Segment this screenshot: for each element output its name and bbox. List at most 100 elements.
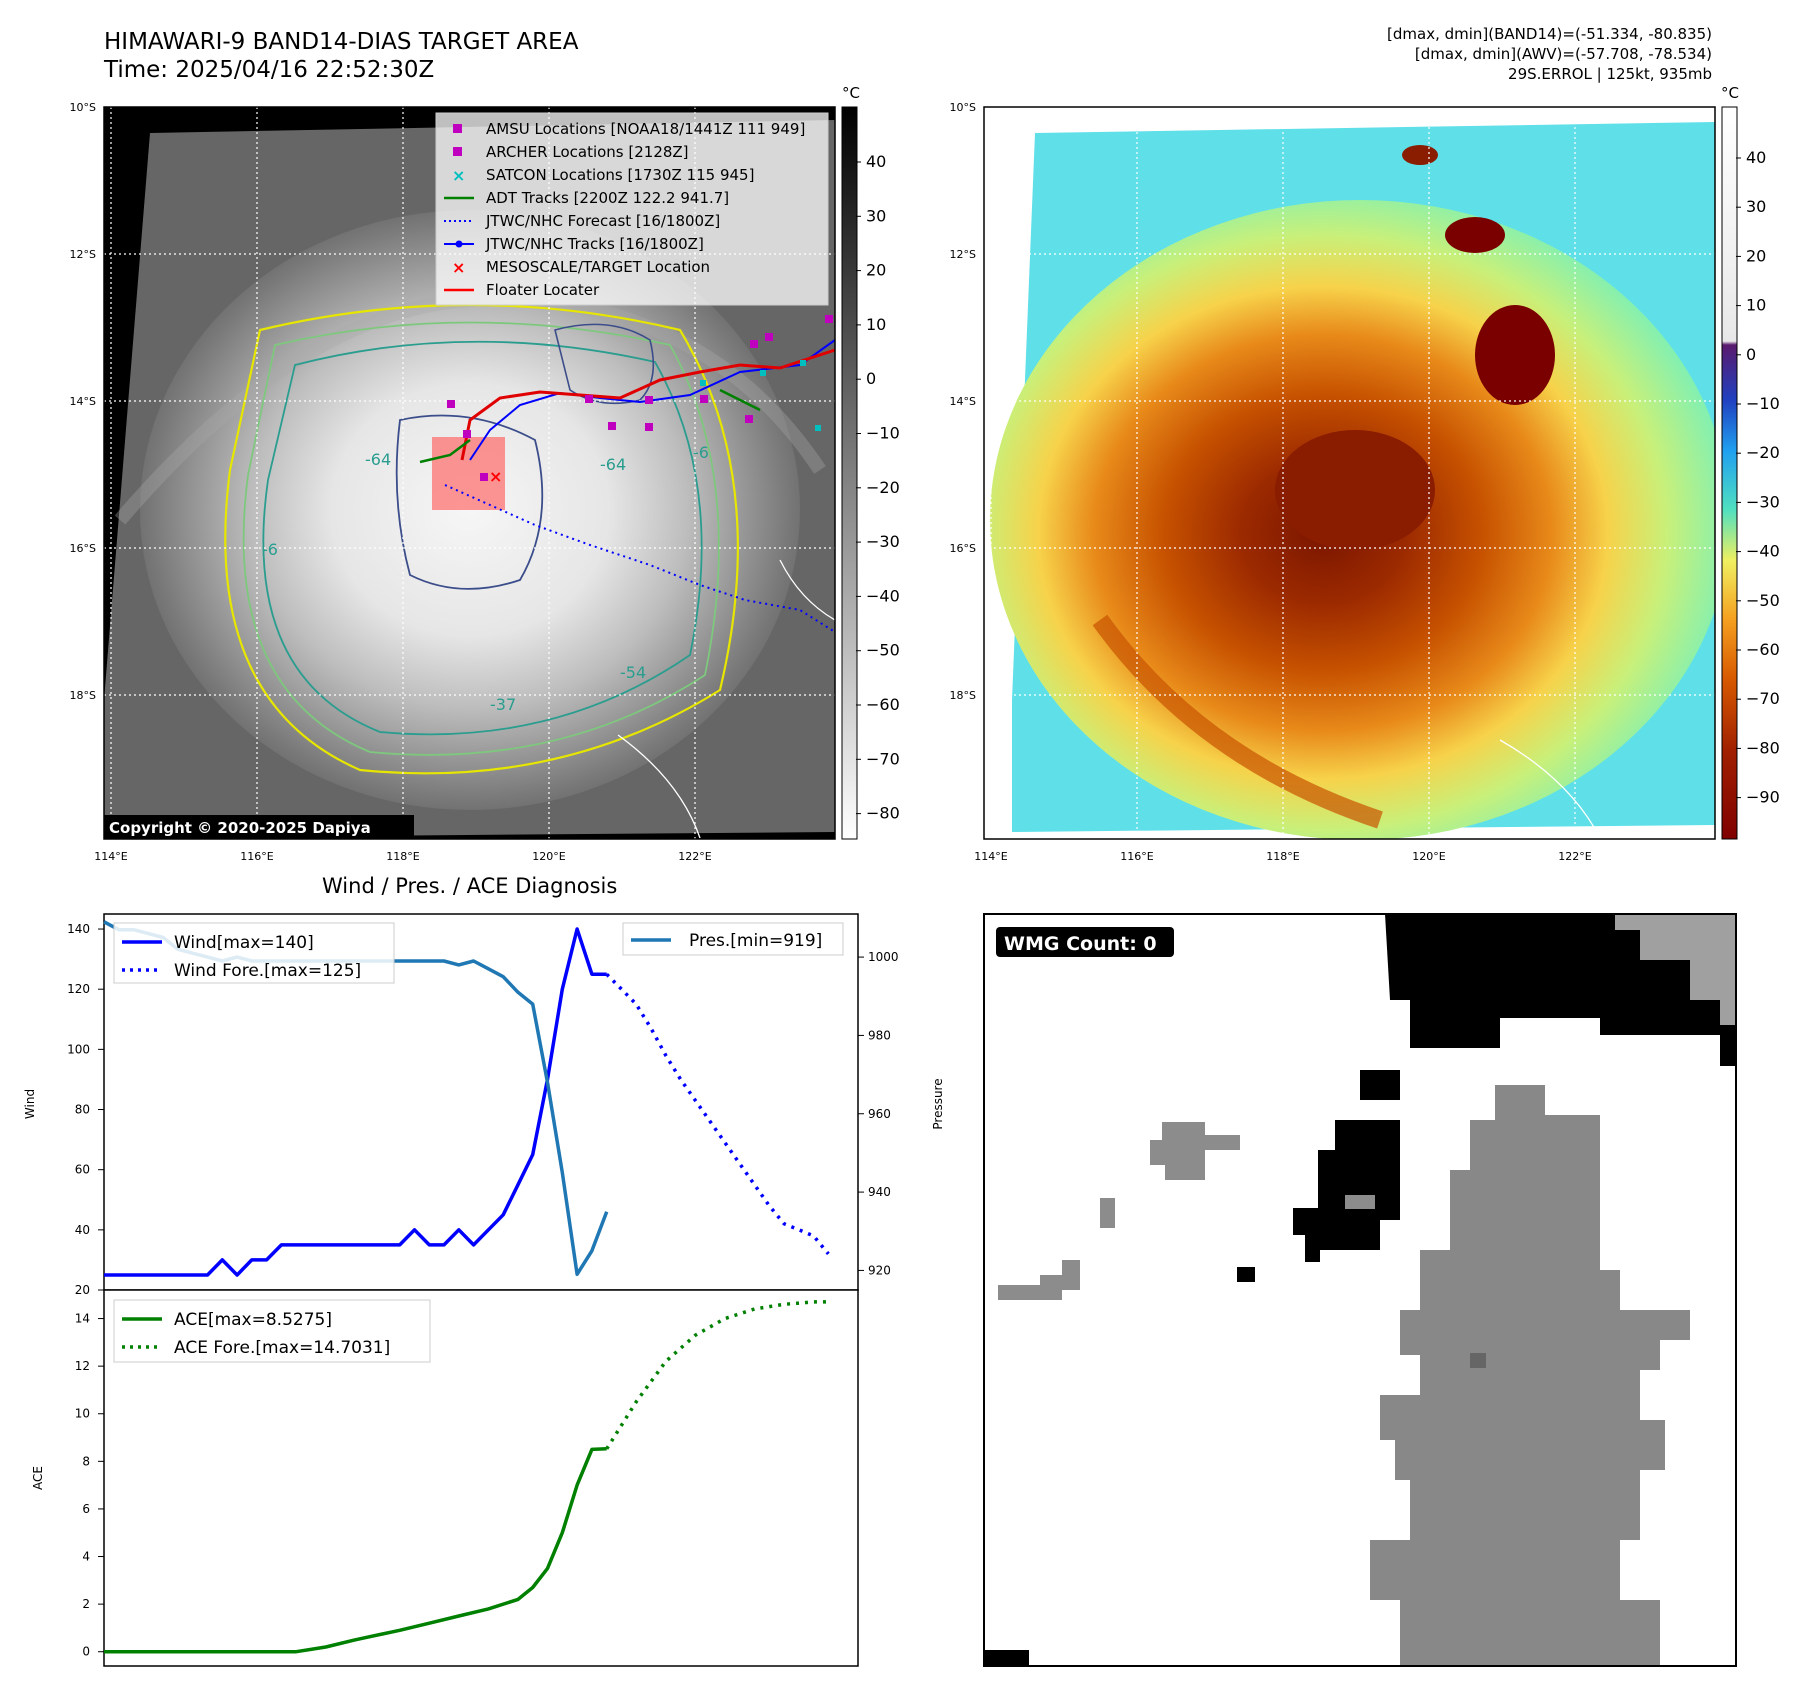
copyright-box	[104, 815, 414, 839]
storm-info: [dmax, dmin](BAND14)=(-51.334, -80.835) …	[1387, 24, 1712, 84]
amsu-location-mark	[608, 422, 616, 430]
colorbar-right: °C 40 30 20 10 0 −10 −20 −30 −40 −50 −60 −70 −80 −90	[1721, 84, 1780, 840]
pressure-y-ticks: 920 940 960 980 1000	[858, 950, 899, 1277]
map-legend-entries: AMSU Locations [NOAA18/1441Z 111 949] ARC…	[444, 120, 805, 299]
colorbar-left-ticks: 40 30 20 10 0 −10 −20 −30 −40 −50 −60 −70 −80	[856, 152, 900, 823]
color-map-panel: 10°S 12°S 14°S 16°S 18°S 114°E 116°E 118°E 120°…	[950, 101, 1716, 863]
y-tick-label: 4	[82, 1550, 90, 1564]
lon-labels-left: 114°E 116°E 118°E 120°E 122°E	[94, 850, 711, 863]
series-line-wind-fore-	[605, 972, 830, 1256]
y-tick-label: 40	[75, 1223, 90, 1237]
lat-label: 16°S	[950, 542, 976, 555]
wmg-count-label: WMG Count: 0	[1004, 933, 1157, 955]
pressure-ylabel: Pressure	[931, 1078, 945, 1129]
wmg-count-box	[996, 927, 1174, 957]
y-tick-label: 100	[67, 1042, 90, 1056]
y-tick-label: 980	[868, 1028, 891, 1042]
contour-labels: -64 -64 -54 -37 -6 -6	[262, 443, 709, 714]
colorbar-tick-label: −10	[866, 424, 900, 443]
colorbar-tick-label: 20	[866, 261, 886, 280]
colorbar-tick-label: −30	[866, 532, 900, 551]
y-tick-label: 20	[75, 1283, 90, 1297]
copyright-text: Copyright © 2020-2025 Dapiya	[109, 819, 371, 837]
legend-entry-label: JTWC/NHC Forecast [16/1800Z]	[485, 212, 720, 230]
contour-label: -64	[600, 455, 626, 474]
wmg-gray-region-small	[998, 1260, 1080, 1300]
legend-entry-label: ADT Tracks [2200Z 122.2 941.7]	[486, 189, 729, 207]
adt-track-1	[419, 439, 471, 464]
wind-y-ticks: 20 40 60 80 100 120 140	[67, 922, 104, 1297]
contour-label: -6	[262, 540, 278, 559]
colorbar-tick-label: −60	[1746, 640, 1780, 659]
colorbar-tick-label: 20	[1746, 246, 1766, 265]
colorbar-tick-label: −80	[1746, 738, 1780, 757]
floater-locater-track	[460, 348, 836, 461]
target-x-mark: ×	[489, 467, 502, 486]
legend-square-marker	[453, 147, 462, 156]
amsu-location-mark	[825, 315, 833, 323]
lat-label: 16°S	[70, 542, 96, 555]
acefore-legend-label: ACE Fore.[max=14.7031]	[174, 1338, 390, 1358]
lat-label: 10°S	[70, 101, 96, 114]
wmg-darkgray-dot	[1470, 1353, 1486, 1368]
lat-label: 14°S	[70, 395, 96, 408]
lon-label: 122°E	[678, 850, 711, 863]
contour-lightgreen	[242, 321, 720, 756]
legend-x-marker: ×	[452, 166, 465, 185]
cold-cloud-3	[1402, 145, 1438, 165]
contour-label: -37	[490, 695, 516, 714]
lon-label: 120°E	[532, 850, 565, 863]
lon-label: 114°E	[974, 850, 1007, 863]
y-tick-label: 960	[868, 1107, 891, 1121]
contour-label: -64	[365, 450, 391, 469]
wmg-frame	[983, 913, 1737, 1667]
amsu-location-mark	[645, 396, 653, 404]
y-tick-label: 80	[75, 1103, 90, 1117]
ir-map-panel: × -64 -64-54-37-6-6 10°S12°S14°S16°S18°S …	[70, 101, 836, 863]
ace-y-ticks: 0 2 4 6 8 10 12 14	[75, 1312, 104, 1659]
amsu-location-mark	[480, 473, 488, 481]
contour-navy-2	[554, 323, 655, 405]
lat-labels-left: 10°S 12°S 14°S 16°S 18°S	[70, 101, 96, 702]
title-line-2: Time: 2025/04/16 22:52:30Z	[104, 57, 435, 83]
colorbar-tick-label: 0	[866, 369, 876, 388]
adt-track-2	[719, 388, 761, 412]
y-tick-label: 120	[67, 982, 90, 996]
legend-entry-label: Floater Locater	[486, 281, 600, 299]
y-tick-label: 12	[75, 1359, 90, 1373]
coastline-3	[1499, 739, 1601, 839]
wind-pressure-chart: 20 40 60 80 100 120 140 920 940 960 980 1000 Wind …	[23, 913, 945, 1297]
lon-label: 114°E	[94, 850, 127, 863]
series-line-ace-fore-	[605, 1300, 829, 1450]
amsu-marks	[447, 315, 833, 481]
colorbar-tick-label: 40	[1746, 148, 1766, 167]
wmg-black-dot	[1237, 1267, 1255, 1282]
amsu-location-mark	[750, 340, 758, 348]
lon-label: 116°E	[240, 850, 273, 863]
colorbar-left-unit: °C	[842, 84, 860, 102]
amsu-location-mark	[447, 400, 455, 408]
coastline-1	[617, 734, 701, 839]
map-legend-box	[435, 112, 829, 306]
cold-cloud-2	[1445, 217, 1505, 253]
y-tick-label: 940	[868, 1185, 891, 1199]
wmg-gray-dot-1	[1100, 1198, 1115, 1228]
satcon-location-mark	[815, 425, 821, 431]
colorbar-tick-label: 0	[1746, 345, 1756, 364]
wmg-black-region-2	[1293, 1120, 1400, 1262]
figure-title: HIMAWARI-9 BAND14-DIAS TARGET AREA Time:…	[104, 28, 578, 84]
wmg-black-region-3	[1360, 1070, 1400, 1100]
ace-series-group	[104, 1300, 829, 1654]
lat-label: 10°S	[950, 101, 976, 114]
colorbar-tick-label: 10	[866, 315, 886, 334]
satcon-location-mark	[800, 360, 806, 366]
wmg-black-corner	[984, 1650, 1029, 1666]
lon-label: 116°E	[1120, 850, 1153, 863]
wmg-gray-region-left	[1150, 1122, 1240, 1180]
legend-x-marker: ×	[452, 258, 465, 277]
lon-label: 120°E	[1412, 850, 1445, 863]
y-tick-label: 1000	[868, 950, 899, 964]
wind-legend-label: Wind[max=140]	[174, 933, 314, 953]
lon-label: 122°E	[1558, 850, 1591, 863]
colorbar-tick-label: −40	[1746, 542, 1780, 561]
